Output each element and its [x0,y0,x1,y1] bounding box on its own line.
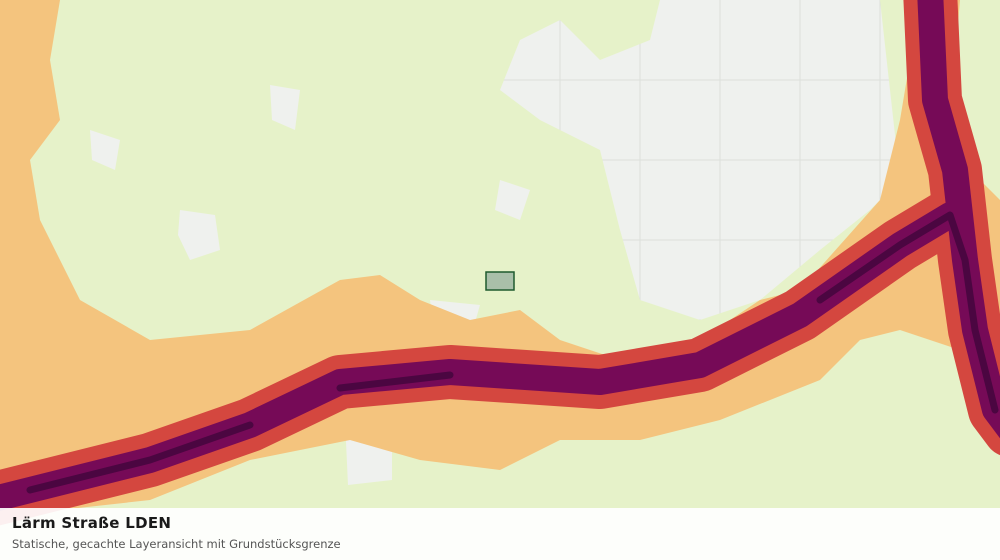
road-noise-bands [0,0,1000,526]
map-title: Lärm Straße LDEN [12,514,171,532]
map-subtitle: Statische, gecachte Layeransicht mit Gru… [12,537,341,551]
info-bar: Lärm Straße LDEN Statische, gecachte Lay… [0,508,1000,560]
parcel-boundary[interactable] [485,271,515,291]
noise-zone-medium [0,0,1000,510]
